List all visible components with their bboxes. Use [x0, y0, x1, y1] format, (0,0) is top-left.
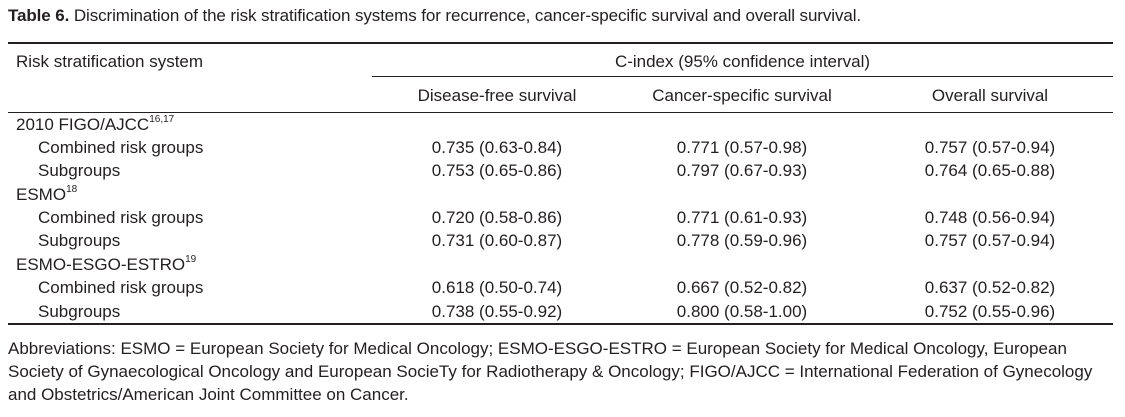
group-label: 2010 FIGO/AJCC16,17: [16, 115, 174, 135]
table-caption: Table 6. Discrimination of the risk stra…: [8, 6, 861, 26]
table-cell: 0.735 (0.63-0.84): [431, 138, 563, 157]
header-group-rule: [372, 76, 1113, 77]
table-cell: 0.757 (0.57-0.94): [924, 231, 1056, 250]
header-group-label: C-index (95% confidence interval): [614, 52, 871, 71]
table-caption-text: Discrimination of the risk stratificatio…: [69, 6, 861, 25]
table-cell: 0.800 (0.58-1.00): [676, 302, 808, 321]
table-cell: 0.771 (0.57-0.98): [676, 138, 808, 157]
group-label: ESMO18: [16, 185, 77, 205]
table-cell: 0.764 (0.65-0.88): [924, 161, 1056, 180]
row-label: Subgroups: [38, 302, 121, 321]
abbreviations-footnote: Abbreviations: ESMO = European Society f…: [8, 339, 1093, 404]
table-top-rule: [8, 42, 1113, 44]
table-bottom-rule: [8, 323, 1113, 325]
group-reference: 19: [185, 254, 197, 266]
header-bottom-rule: [8, 112, 1113, 113]
group-reference: 18: [66, 184, 78, 196]
table-cell: 0.618 (0.50-0.74): [431, 278, 563, 297]
row-label: Subgroups: [38, 231, 121, 250]
row-label: Combined risk groups: [38, 208, 204, 227]
table-caption-label: Table 6.: [8, 6, 70, 25]
table-cell: 0.757 (0.57-0.94): [924, 138, 1056, 157]
column-header-disease-free: Disease-free survival: [417, 86, 577, 105]
table-cell: 0.738 (0.55-0.92): [431, 302, 563, 321]
header-row-label: Risk stratification system: [16, 52, 204, 71]
group-name: ESMO-ESGO-ESTRO: [16, 255, 186, 274]
group-label: ESMO-ESGO-ESTRO19: [16, 255, 196, 275]
table-cell: 0.748 (0.56-0.94): [924, 208, 1056, 227]
row-label: Combined risk groups: [38, 138, 204, 157]
row-label: Combined risk groups: [38, 278, 204, 297]
column-header-cancer-specific: Cancer-specific survival: [652, 86, 832, 105]
table-cell: 0.797 (0.67-0.93): [676, 161, 808, 180]
group-name: ESMO: [16, 185, 67, 204]
table-cell: 0.771 (0.61-0.93): [676, 208, 808, 227]
table-cell: 0.720 (0.58-0.86): [431, 208, 563, 227]
column-header-overall: Overall survival: [931, 86, 1049, 105]
table-cell: 0.752 (0.55-0.96): [924, 302, 1056, 321]
group-name: 2010 FIGO/AJCC: [16, 115, 150, 134]
row-label: Subgroups: [38, 161, 121, 180]
table-cell: 0.667 (0.52-0.82): [676, 278, 808, 297]
table-cell: 0.731 (0.60-0.87): [431, 231, 563, 250]
table-cell: 0.778 (0.59-0.96): [676, 231, 808, 250]
table-cell: 0.637 (0.52-0.82): [924, 278, 1056, 297]
table-cell: 0.753 (0.65-0.86): [431, 161, 563, 180]
group-reference: 16,17: [149, 114, 175, 126]
